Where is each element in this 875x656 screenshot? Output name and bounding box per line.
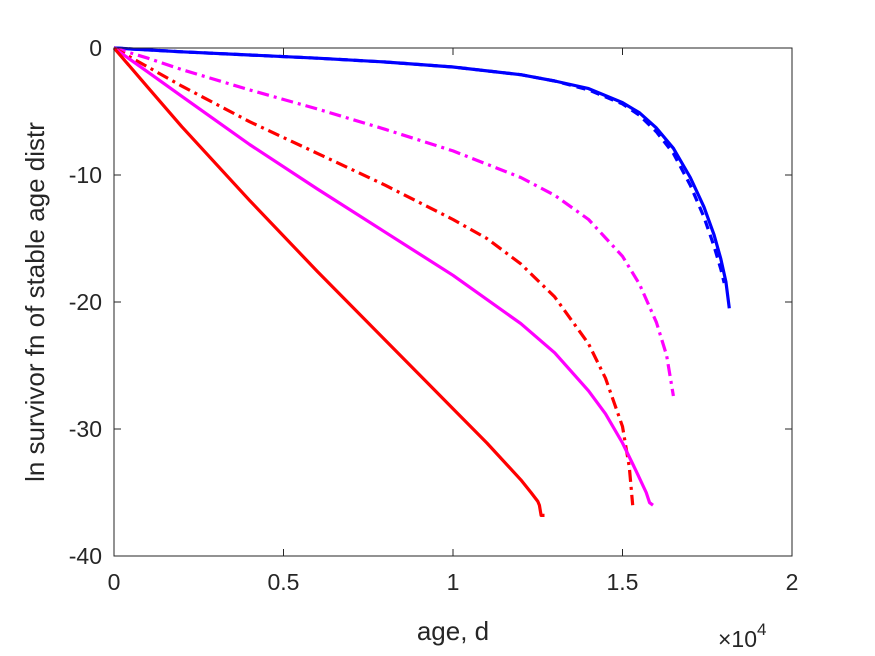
x-axis-multiplier-base: ×10: [718, 626, 757, 652]
x-tick-label: 0.5: [268, 569, 300, 595]
plot-area-frame: [113, 47, 793, 557]
x-tick-label: 0: [108, 569, 121, 595]
series-line: [113, 46, 635, 506]
series-line: [113, 46, 726, 284]
series-line: [113, 46, 731, 309]
x-tick-label: 1.5: [607, 569, 639, 595]
series-line: [112, 46, 545, 518]
y-axis-label: ln survivor fn of stable age distr: [20, 122, 50, 482]
y-tick-label: -30: [69, 416, 102, 442]
y-axis-ticks: -40 -30 -20 -10 0: [69, 35, 792, 569]
x-tick-label: 2: [786, 569, 799, 595]
x-tick-label: 1: [447, 569, 460, 595]
x-axis-ticks: 0 0.5 1 1.5 2: [108, 48, 799, 595]
y-tick-label: -20: [69, 289, 102, 315]
series-line: [113, 46, 675, 397]
y-tick-label: 0: [89, 35, 102, 61]
x-axis-multiplier: ×104: [718, 620, 766, 652]
y-tick-label: -10: [69, 162, 102, 188]
y-tick-label: -40: [69, 543, 102, 569]
x-axis-label: age, d: [417, 616, 489, 646]
series-layer: [112, 46, 731, 518]
series-line: [113, 46, 654, 507]
x-axis-multiplier-exponent: 4: [757, 620, 766, 639]
